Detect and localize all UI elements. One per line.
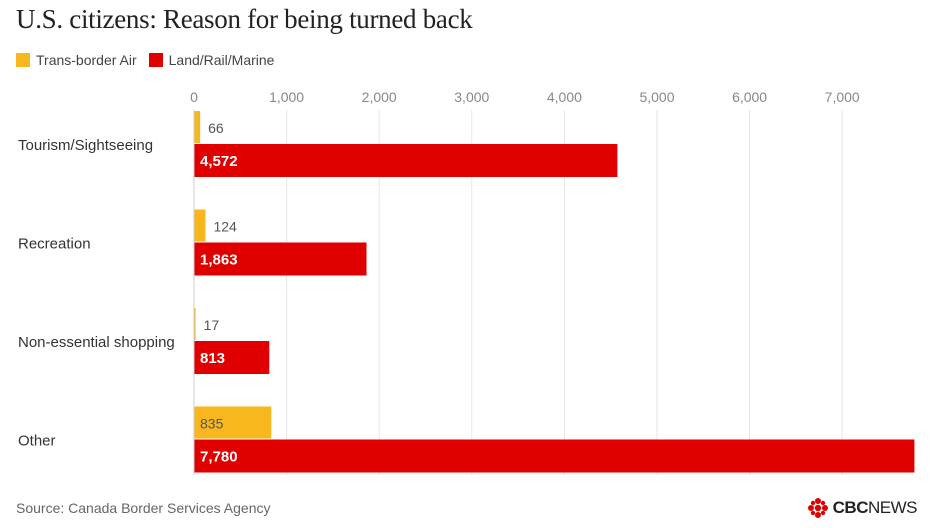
bar-air-0: [194, 111, 201, 143]
bar-land-0: [194, 144, 618, 177]
category-label-0: Tourism/Sightseeing: [18, 137, 153, 154]
legend-label-land: Land/Rail/Marine: [168, 52, 275, 68]
data-label-air-1: 124: [213, 219, 237, 235]
cbc-news-logo: CBCNEWS: [807, 497, 918, 519]
data-label-land-1: 1,863: [200, 252, 238, 269]
chart-legend: Trans-border Air Land/Rail/Marine: [16, 50, 286, 70]
logo-wordmark: CBCNEWS: [832, 498, 918, 518]
bar-land-2: [194, 341, 270, 374]
bar-air-3: [194, 406, 272, 439]
x-tick-label-6000: 6,000: [732, 89, 767, 105]
bar-land-3: [194, 439, 915, 473]
x-tick-label-1000: 1,000: [269, 89, 304, 105]
bar-chart: 0 1,000 2,000 3,000 4,000 5,000 6,000 7,000 Tour…: [18, 89, 915, 475]
data-label-air-3: 835: [200, 416, 224, 432]
data-label-air-2: 17: [204, 317, 220, 333]
data-label-land-3: 7,780: [200, 449, 238, 466]
x-tick-label-5000: 5,000: [639, 89, 674, 105]
category-label-1: Recreation: [18, 236, 91, 253]
bar-air-2: [194, 308, 196, 340]
x-tick-label-3000: 3,000: [454, 89, 489, 105]
source-note: Source: Canada Border Services Agency: [16, 500, 271, 516]
category-label-3: Other: [18, 433, 56, 450]
cbc-gem-icon: [807, 498, 828, 518]
logo-word: NEWS: [868, 498, 918, 517]
x-tick-label-0: 0: [190, 89, 198, 105]
legend-label-air: Trans-border Air: [36, 52, 137, 68]
chart-title: U.S. citizens: Reason for being turned b…: [16, 4, 473, 34]
legend-item-land: Land/Rail/Marine: [148, 52, 275, 68]
data-label-air-0: 66: [208, 120, 224, 136]
legend-swatch-air: [16, 53, 30, 67]
bar-land-1: [194, 242, 367, 276]
bar-air-1: [194, 209, 206, 242]
x-tick-label-2000: 2,000: [362, 89, 397, 105]
legend-item-air: Trans-border Air: [16, 52, 137, 68]
data-label-land-0: 4,572: [200, 153, 238, 170]
category-label-2: Non-essential shopping: [18, 334, 175, 351]
data-label-land-2: 813: [200, 350, 225, 367]
legend-swatch-land: [148, 53, 163, 67]
x-tick-label-4000: 4,000: [547, 89, 582, 105]
x-tick-label-7000: 7,000: [825, 89, 860, 105]
logo-brand: CBC: [832, 498, 869, 517]
